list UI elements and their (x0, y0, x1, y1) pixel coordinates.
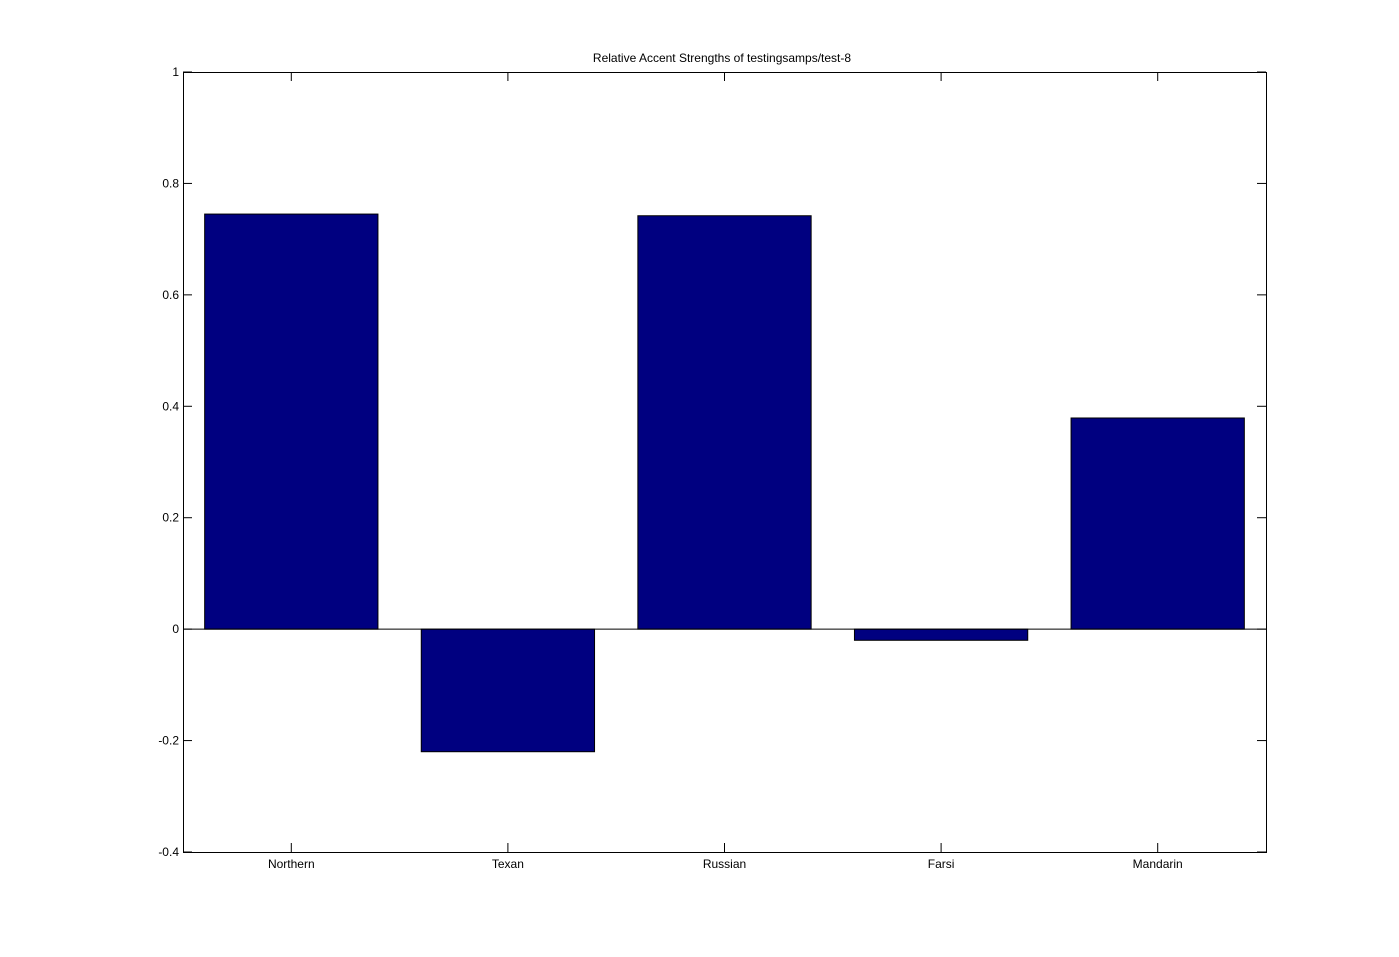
x-tick-label: Farsi (928, 857, 955, 871)
y-tick-label: 1 (172, 65, 179, 79)
bar-mandarin (1070, 417, 1245, 630)
x-tick-label: Texan (492, 857, 524, 871)
y-tick-labels: -0.4 -0.2 0 0.2 0.4 0.6 0.8 1 (158, 65, 179, 859)
y-tick-label: -0.2 (158, 734, 179, 748)
y-tick-label: 0 (172, 622, 179, 636)
bar-texan (420, 628, 596, 753)
y-tick-label: 0.4 (162, 399, 179, 413)
x-tick-labels: Northern Texan Russian Farsi Mandarin (268, 857, 1183, 871)
chart-title: Relative Accent Strengths of testingsamp… (593, 51, 851, 65)
x-tick-label: Northern (268, 857, 315, 871)
bars-group (204, 213, 1245, 753)
y-tick-label: 0.6 (162, 288, 179, 302)
plot-frame (183, 72, 1267, 853)
bar-farsi (853, 628, 1029, 641)
y-tick-label: 0.2 (162, 511, 179, 525)
bar-russian (637, 215, 812, 630)
x-tick-label: Russian (703, 857, 746, 871)
bar-northern (204, 213, 379, 630)
x-tick-label: Mandarin (1133, 857, 1183, 871)
y-tick-label: -0.4 (158, 845, 179, 859)
y-tick-label: 0.8 (162, 176, 179, 190)
